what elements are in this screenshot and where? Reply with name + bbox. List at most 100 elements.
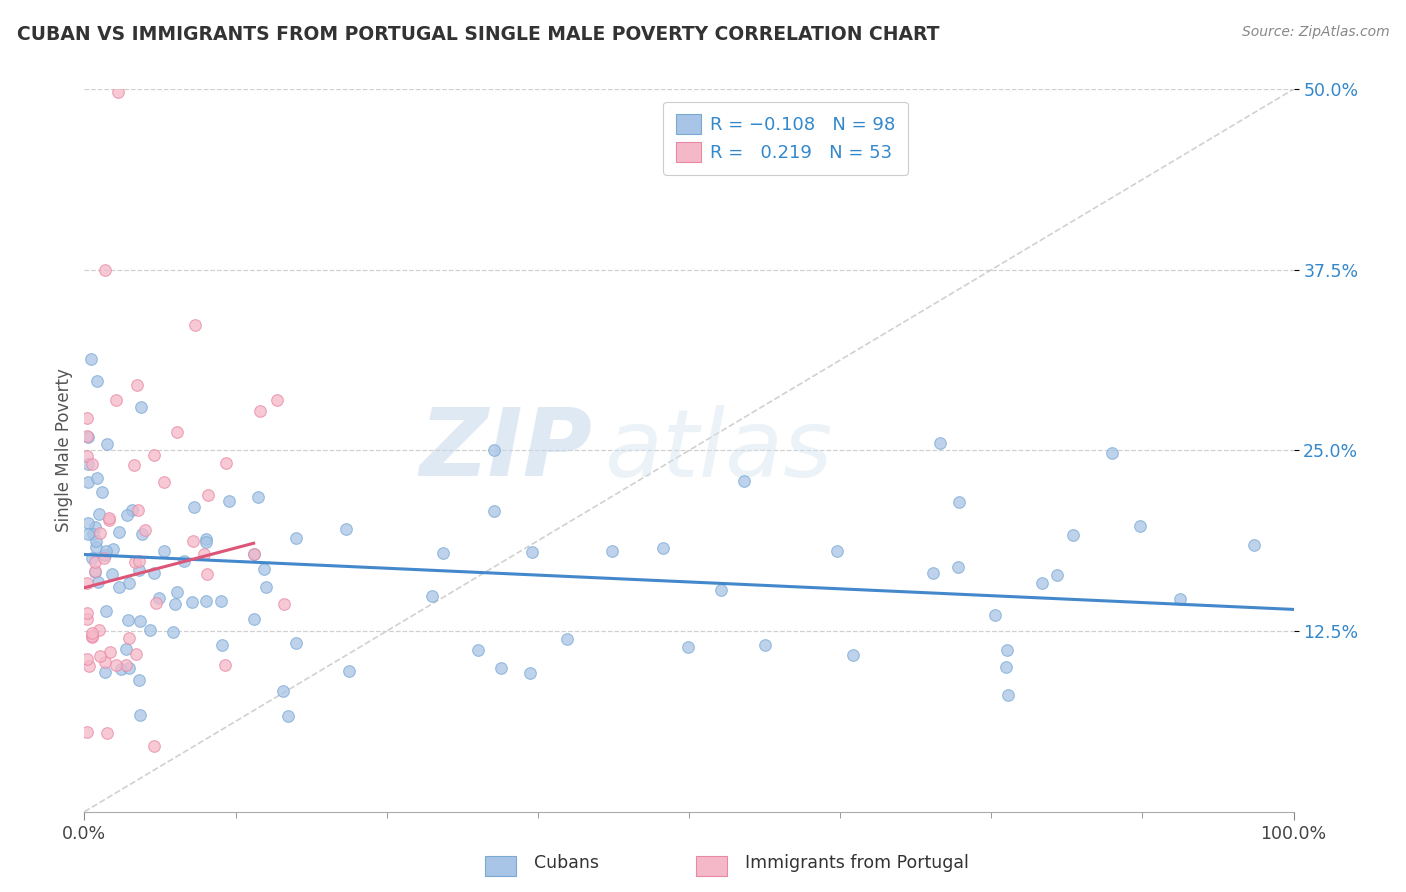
Point: [127, 378, 149, 392]
Point: [163, 597, 186, 611]
Point: [432, 546, 454, 560]
Point: [96, 726, 118, 740]
Point: [997, 688, 1019, 702]
Point: [143, 566, 166, 580]
Point: [105, 657, 128, 672]
Point: [148, 591, 170, 605]
Point: [995, 643, 1018, 657]
Point: [94, 656, 117, 670]
Point: [166, 425, 188, 439]
Point: [482, 503, 505, 517]
Point: [166, 585, 188, 599]
Point: [82, 550, 104, 565]
Point: [114, 642, 136, 657]
Point: [929, 435, 952, 450]
Point: [335, 522, 357, 536]
Point: [115, 657, 138, 672]
Point: [89, 526, 111, 541]
Point: [143, 739, 166, 753]
Text: Cubans: Cubans: [534, 855, 599, 872]
Point: [842, 648, 865, 662]
Point: [285, 531, 308, 545]
Point: [173, 554, 195, 568]
Point: [80, 630, 103, 644]
Point: [128, 673, 150, 688]
Point: [420, 589, 443, 603]
Point: [118, 661, 141, 675]
Y-axis label: Single Male Poverty: Single Male Poverty: [55, 368, 73, 533]
Point: [1062, 527, 1084, 541]
Point: [107, 85, 129, 99]
Point: [1046, 568, 1069, 582]
Point: [80, 629, 103, 643]
Point: [555, 632, 578, 646]
Text: atlas: atlas: [605, 405, 832, 496]
Point: [153, 544, 176, 558]
Point: [83, 519, 105, 533]
Point: [93, 262, 115, 277]
Point: [101, 567, 124, 582]
Point: [118, 631, 141, 645]
Point: [129, 400, 152, 414]
Text: Immigrants from Portugal: Immigrants from Portugal: [745, 855, 969, 872]
Point: [484, 442, 506, 457]
Point: [84, 534, 107, 549]
Point: [162, 624, 184, 639]
Point: [86, 374, 108, 388]
Point: [948, 495, 970, 509]
Point: [87, 508, 110, 522]
Point: [145, 596, 167, 610]
Point: [127, 503, 149, 517]
Point: [195, 567, 218, 582]
Point: [104, 392, 127, 407]
Point: [83, 555, 105, 569]
Point: [82, 527, 104, 541]
Point: [153, 475, 176, 489]
Point: [76, 652, 98, 666]
Point: [273, 597, 295, 611]
Point: [676, 640, 699, 654]
Point: [110, 662, 132, 676]
Point: [1243, 539, 1265, 553]
Point: [249, 404, 271, 418]
Point: [181, 533, 204, 548]
Point: [921, 566, 943, 581]
Point: [97, 511, 120, 525]
Point: [1168, 591, 1191, 606]
Point: [117, 613, 139, 627]
Point: [242, 547, 264, 561]
Point: [128, 554, 150, 568]
Point: [183, 318, 205, 332]
Point: [107, 580, 129, 594]
Point: [121, 503, 143, 517]
Point: [124, 648, 146, 662]
Point: [87, 575, 110, 590]
Point: [519, 665, 541, 680]
Point: [76, 607, 98, 621]
Point: [242, 612, 264, 626]
Point: [96, 543, 118, 558]
Point: [214, 456, 236, 470]
Point: [80, 626, 103, 640]
Point: [77, 457, 100, 471]
Point: [218, 494, 240, 508]
Point: [652, 541, 675, 555]
Point: [271, 684, 294, 698]
Point: [197, 488, 219, 502]
Point: [128, 563, 150, 577]
Point: [995, 660, 1018, 674]
Point: [76, 576, 98, 591]
Point: [243, 547, 266, 561]
Point: [115, 508, 138, 522]
Point: [214, 658, 236, 673]
Point: [1031, 576, 1053, 591]
Point: [129, 615, 152, 629]
Text: Source: ZipAtlas.com: Source: ZipAtlas.com: [1241, 25, 1389, 39]
Point: [76, 449, 98, 463]
Point: [77, 516, 100, 530]
Point: [284, 636, 307, 650]
Point: [124, 555, 146, 569]
Text: CUBAN VS IMMIGRANTS FROM PORTUGAL SINGLE MALE POVERTY CORRELATION CHART: CUBAN VS IMMIGRANTS FROM PORTUGAL SINGLE…: [17, 25, 939, 44]
Point: [76, 410, 98, 425]
Point: [86, 541, 108, 555]
